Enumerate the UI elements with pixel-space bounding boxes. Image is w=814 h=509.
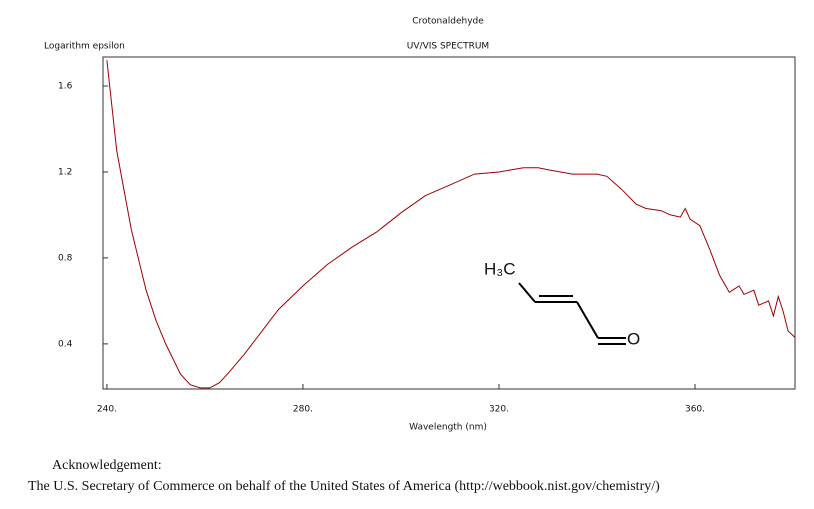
footer-heading: Acknowledgement:	[52, 458, 162, 473]
x-tick-label: 240.	[97, 405, 117, 415]
chart-subtitle: UV/VIS SPECTRUM	[407, 42, 489, 52]
y-axis-label: Logarithm epsilon	[44, 42, 125, 52]
y-tick-label: 0.8	[58, 253, 73, 263]
x-tick-label: 360.	[685, 405, 705, 415]
footer-text: The U.S. Secretary of Commerce on behalf…	[28, 479, 660, 494]
bond	[518, 282, 536, 303]
y-tick-label: 0.4	[58, 339, 73, 349]
y-tick-label: 1.2	[58, 167, 72, 177]
structure-label: H₃C	[484, 259, 515, 278]
structure-label: O	[627, 329, 640, 348]
bond	[576, 301, 599, 339]
chart-title: Crotonaldehyde	[412, 17, 484, 27]
spectrum-line	[106, 60, 796, 389]
y-tick-label: 1.6	[58, 82, 73, 92]
x-axis-label: Wavelength (nm)	[409, 423, 487, 433]
x-tick-label: 320.	[489, 405, 509, 415]
structure	[518, 282, 626, 345]
plot-frame	[102, 56, 796, 390]
x-tick-label: 280.	[293, 405, 313, 415]
